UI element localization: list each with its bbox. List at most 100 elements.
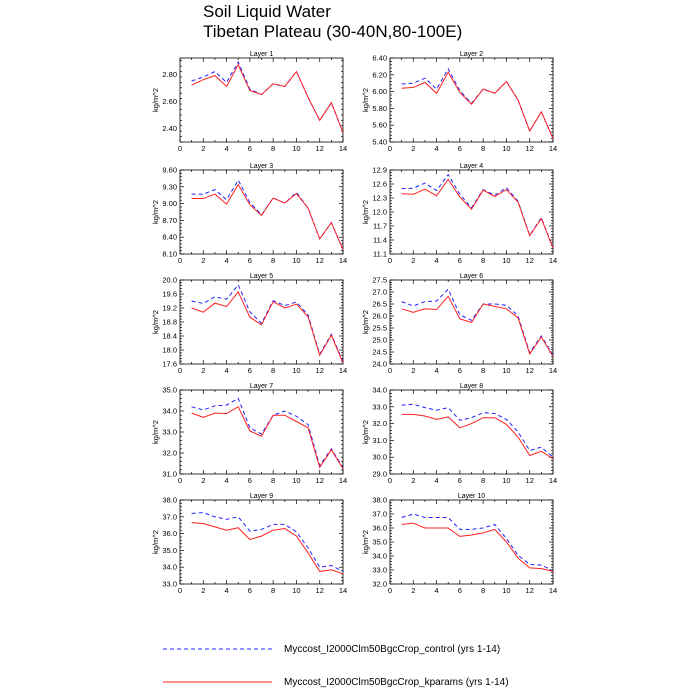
- series-line-control: [191, 397, 344, 468]
- x-tick-label: 2: [411, 476, 415, 485]
- x-tick-label: 6: [458, 366, 462, 375]
- x-tick-label: 10: [502, 256, 510, 265]
- x-tick-label: 2: [411, 256, 415, 265]
- y-tick-label: 31.0: [372, 436, 387, 445]
- y-axis-label: kg/m^2: [361, 200, 370, 224]
- panel-layer-5: Layer 5 0 2 4 6 8 10 12 14 17.6 18.0 18.4 18.8 19.2 19…: [151, 273, 347, 375]
- series-line-kparams: [401, 178, 554, 249]
- series-line-kparams: [191, 406, 344, 470]
- y-tick-label: 33.0: [372, 566, 387, 575]
- x-tick-label: 10: [502, 586, 510, 595]
- y-tick-label: 17.6: [162, 360, 177, 369]
- y-tick-label: 25.0: [372, 336, 387, 345]
- x-tick-label: 2: [411, 366, 415, 375]
- x-tick-label: 12: [526, 256, 534, 265]
- y-tick-label: 5.80: [372, 104, 387, 113]
- panel-layer-8: Layer 8 0 2 4 6 8 10 12 14 29.0 30.0 31.0 32.0 33.0 34…: [361, 383, 557, 485]
- x-tick-label: 10: [292, 256, 300, 265]
- x-tick-label: 6: [248, 366, 252, 375]
- x-tick-label: 2: [201, 366, 205, 375]
- legend-label-control: Myccost_I2000Clm50BgcCrop_control (yrs 1…: [284, 644, 500, 655]
- x-tick-label: 8: [271, 586, 275, 595]
- x-tick-label: 6: [248, 476, 252, 485]
- x-tick-label: 6: [458, 256, 462, 265]
- y-tick-label: 8.70: [162, 216, 177, 225]
- y-tick-label: 2.40: [162, 124, 177, 133]
- x-tick-label: 0: [178, 476, 182, 485]
- y-tick-label: 33.0: [162, 428, 177, 437]
- y-tick-label: 24.0: [372, 360, 387, 369]
- y-tick-label: 36.0: [162, 529, 177, 538]
- x-tick-label: 10: [292, 586, 300, 595]
- x-tick-label: 6: [458, 144, 462, 153]
- x-tick-label: 10: [502, 476, 510, 485]
- x-tick-label: 8: [481, 586, 485, 595]
- x-tick-label: 0: [388, 586, 392, 595]
- x-tick-label: 12: [526, 476, 534, 485]
- y-tick-label: 18.0: [162, 346, 177, 355]
- y-tick-label: 8.40: [162, 233, 177, 242]
- y-tick-label: 27.5: [372, 276, 387, 285]
- y-tick-label: 34.0: [162, 407, 177, 416]
- y-tick-label: 37.0: [162, 512, 177, 521]
- x-tick-label: 6: [248, 256, 252, 265]
- x-tick-label: 4: [434, 476, 438, 485]
- panel-frame: [179, 57, 344, 143]
- y-tick-label: 35.0: [162, 546, 177, 555]
- panel-frame: [179, 169, 344, 255]
- y-tick-label: 34.0: [372, 386, 387, 395]
- series-line-kparams: [191, 290, 344, 364]
- x-tick-label: 0: [388, 476, 392, 485]
- panel-layer-9: Layer 9 0 2 4 6 8 10 12 14 33.0 34.0 35.0 36.0 37.0 38…: [151, 493, 347, 595]
- panel-layer-10: Layer 10 0 2 4 6 8 10 12 14 32.0 33.0 34.0 35.0 36.0 3…: [361, 493, 557, 595]
- chart-title-line-2: Tibetan Plateau (30-40N,80-100E): [203, 22, 462, 41]
- y-tick-label: 38.0: [372, 496, 387, 505]
- series-line-kparams: [401, 413, 554, 460]
- y-tick-label: 8.10: [162, 250, 177, 259]
- x-tick-label: 10: [292, 144, 300, 153]
- x-tick-label: 14: [549, 366, 557, 375]
- x-tick-label: 12: [526, 144, 534, 153]
- y-tick-label: 12.9: [372, 166, 387, 175]
- x-tick-label: 4: [224, 144, 228, 153]
- x-tick-label: 4: [434, 256, 438, 265]
- x-tick-label: 4: [434, 144, 438, 153]
- x-tick-label: 8: [271, 366, 275, 375]
- panel-title: Layer 5: [250, 273, 273, 280]
- y-tick-label: 11.7: [373, 222, 387, 231]
- x-tick-label: 2: [411, 144, 415, 153]
- x-tick-label: 14: [549, 476, 557, 485]
- x-tick-label: 12: [526, 366, 534, 375]
- y-tick-label: 6.20: [372, 70, 387, 79]
- x-tick-label: 12: [316, 366, 324, 375]
- y-tick-label: 33.0: [162, 580, 177, 589]
- y-tick-label: 34.0: [162, 563, 177, 572]
- y-tick-label: 35.0: [372, 538, 387, 547]
- x-tick-label: 6: [248, 144, 252, 153]
- x-tick-label: 8: [481, 366, 485, 375]
- x-tick-label: 2: [201, 586, 205, 595]
- y-tick-label: 35.0: [162, 386, 177, 395]
- series-line-control: [191, 179, 344, 250]
- panel-title: Layer 2: [460, 51, 483, 58]
- x-tick-label: 4: [434, 366, 438, 375]
- x-tick-label: 14: [339, 256, 347, 265]
- x-tick-label: 8: [481, 476, 485, 485]
- x-tick-label: 6: [458, 586, 462, 595]
- series-line-control: [401, 288, 554, 356]
- series-line-control: [191, 60, 344, 133]
- panel-layer-2: Layer 2 0 2 4 6 8 10 12 14 5.40 5.60 5.80 6.00 6.20 6.…: [361, 51, 557, 153]
- x-tick-label: 12: [316, 476, 324, 485]
- x-tick-label: 12: [316, 256, 324, 265]
- x-tick-label: 2: [201, 476, 205, 485]
- series-line-control: [401, 403, 554, 458]
- x-tick-label: 8: [271, 476, 275, 485]
- y-tick-label: 11.1: [373, 250, 387, 259]
- y-tick-label: 37.0: [372, 510, 387, 519]
- x-tick-label: 0: [388, 256, 392, 265]
- x-tick-label: 8: [271, 144, 275, 153]
- panel-frame: [179, 499, 344, 585]
- panel-title: Layer 8: [460, 383, 483, 390]
- y-tick-label: 6.00: [372, 87, 387, 96]
- series-line-kparams: [191, 63, 344, 133]
